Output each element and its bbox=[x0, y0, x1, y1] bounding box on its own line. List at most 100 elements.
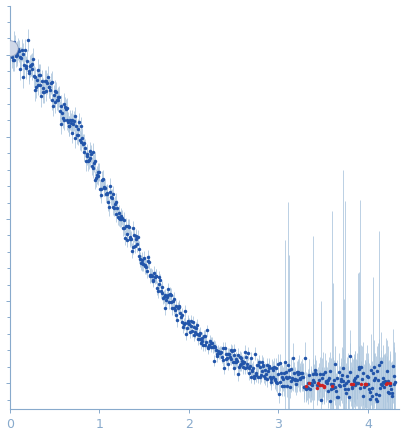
Point bbox=[390, 373, 397, 380]
Point bbox=[94, 169, 101, 176]
Point bbox=[135, 252, 142, 259]
Point bbox=[343, 390, 350, 397]
Point bbox=[213, 346, 219, 353]
Point bbox=[202, 332, 209, 339]
Point bbox=[285, 361, 291, 368]
Point bbox=[220, 357, 226, 364]
Point bbox=[163, 296, 169, 303]
Point bbox=[127, 236, 134, 243]
Point bbox=[46, 83, 53, 90]
Point bbox=[334, 375, 341, 382]
Point bbox=[51, 87, 58, 94]
Point bbox=[63, 104, 70, 111]
Point bbox=[280, 369, 287, 376]
Point bbox=[304, 383, 310, 390]
Point bbox=[39, 77, 45, 84]
Point bbox=[243, 354, 249, 361]
Point bbox=[166, 299, 172, 306]
Point bbox=[350, 376, 357, 383]
Point bbox=[142, 263, 149, 270]
Point bbox=[360, 384, 367, 391]
Point bbox=[377, 385, 383, 392]
Point bbox=[338, 376, 344, 383]
Point bbox=[305, 385, 311, 392]
Point bbox=[312, 367, 319, 374]
Point bbox=[11, 38, 18, 45]
Point bbox=[114, 205, 120, 212]
Point bbox=[175, 304, 181, 311]
Point bbox=[137, 256, 143, 263]
Point bbox=[23, 64, 30, 71]
Point bbox=[354, 373, 360, 380]
Point bbox=[149, 272, 155, 279]
Point bbox=[56, 93, 62, 100]
Point bbox=[309, 382, 315, 389]
Point bbox=[60, 114, 66, 121]
Point bbox=[324, 380, 330, 387]
Point bbox=[222, 356, 229, 363]
Point bbox=[251, 374, 257, 381]
Point bbox=[259, 368, 265, 375]
Point bbox=[134, 233, 141, 240]
Point bbox=[304, 380, 311, 387]
Point bbox=[378, 381, 385, 388]
Point bbox=[358, 364, 364, 371]
Point bbox=[76, 119, 82, 126]
Point bbox=[53, 89, 60, 96]
Point bbox=[156, 274, 162, 281]
Point bbox=[62, 104, 68, 111]
Point bbox=[371, 364, 377, 371]
Point bbox=[235, 371, 241, 378]
Point bbox=[165, 291, 172, 298]
Point bbox=[356, 364, 362, 371]
Point bbox=[75, 132, 82, 139]
Point bbox=[344, 373, 350, 380]
Point bbox=[38, 93, 45, 100]
Point bbox=[228, 347, 235, 354]
Point bbox=[258, 359, 265, 366]
Point bbox=[365, 373, 372, 380]
Point bbox=[205, 343, 211, 350]
Point bbox=[288, 378, 294, 385]
Point bbox=[124, 230, 131, 237]
Point bbox=[303, 383, 309, 390]
Point bbox=[115, 214, 121, 221]
Point bbox=[381, 383, 387, 390]
Point bbox=[51, 91, 57, 98]
Point bbox=[347, 380, 354, 387]
Point bbox=[233, 355, 239, 362]
Point bbox=[245, 350, 251, 357]
Point bbox=[274, 380, 280, 387]
Point bbox=[236, 361, 243, 368]
Point bbox=[284, 382, 290, 389]
Point bbox=[366, 385, 372, 392]
Point bbox=[230, 351, 237, 358]
Point bbox=[191, 324, 198, 331]
Point bbox=[29, 65, 36, 72]
Point bbox=[65, 119, 71, 126]
Point bbox=[290, 354, 296, 361]
Point bbox=[250, 365, 256, 372]
Point bbox=[198, 339, 204, 346]
Point bbox=[291, 370, 297, 377]
Point bbox=[167, 299, 174, 306]
Point bbox=[106, 204, 112, 211]
Point bbox=[194, 322, 200, 329]
Point bbox=[375, 376, 382, 383]
Point bbox=[71, 113, 78, 120]
Point bbox=[53, 96, 60, 103]
Point bbox=[291, 377, 298, 384]
Point bbox=[320, 383, 327, 390]
Point bbox=[28, 62, 34, 69]
Point bbox=[84, 150, 91, 157]
Point bbox=[45, 84, 52, 91]
Point bbox=[97, 186, 103, 193]
Point bbox=[199, 337, 206, 344]
Point bbox=[164, 294, 170, 301]
Point bbox=[294, 377, 301, 384]
Point bbox=[219, 354, 225, 361]
Point bbox=[117, 215, 123, 222]
Point bbox=[388, 386, 394, 393]
Point bbox=[214, 350, 221, 357]
Point bbox=[203, 338, 209, 345]
